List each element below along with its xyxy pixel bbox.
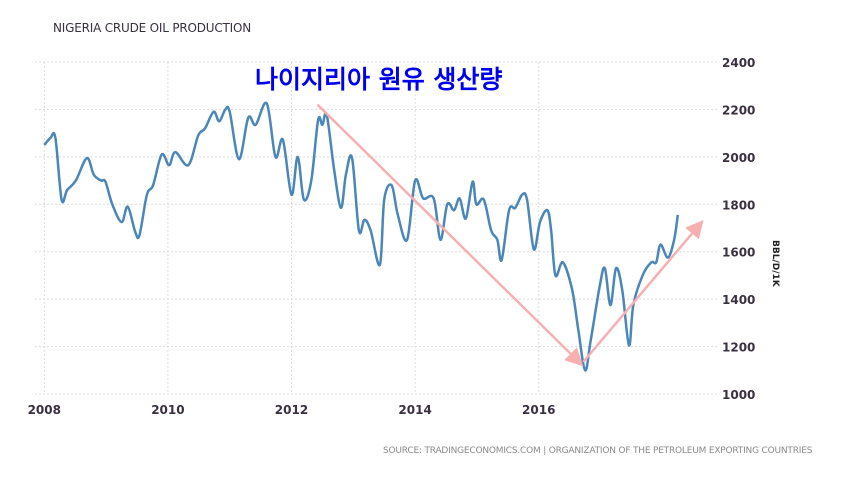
y-tick-label: 2000 bbox=[722, 151, 755, 165]
chart-title: NIGERIA CRUDE OIL PRODUCTION bbox=[53, 21, 252, 35]
y-tick-label: 2400 bbox=[722, 56, 755, 70]
x-tick-label: 2010 bbox=[151, 403, 184, 417]
x-tick-label: 2014 bbox=[398, 403, 431, 417]
y-tick-label: 1200 bbox=[722, 341, 755, 355]
y-tick-label: 1600 bbox=[722, 246, 755, 260]
y-axis-label: BBL/D/1K bbox=[770, 240, 780, 287]
data-series-line bbox=[43, 101, 680, 372]
y-tick-label: 1800 bbox=[722, 198, 755, 212]
x-tick-label: 2012 bbox=[275, 403, 308, 417]
source-note: SOURCE: TRADINGECONOMICS.COM | ORGANIZAT… bbox=[383, 446, 813, 456]
y-tick-label: 1000 bbox=[722, 388, 755, 402]
x-tick-label: 2008 bbox=[28, 403, 61, 417]
annotation-title: 나이지리아 원유 생산량 bbox=[255, 65, 503, 94]
x-tick-label: 2016 bbox=[522, 403, 555, 417]
y-tick-label: 2200 bbox=[722, 103, 755, 117]
trend-arrow bbox=[582, 219, 704, 363]
trend-arrow bbox=[316, 103, 584, 367]
y-tick-label: 1400 bbox=[722, 293, 755, 307]
